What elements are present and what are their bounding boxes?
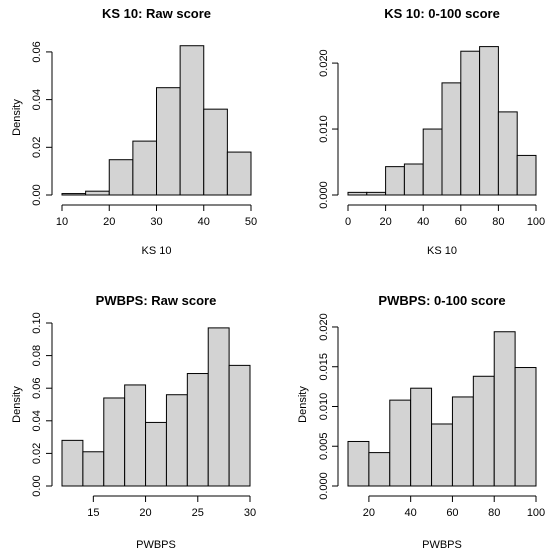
- panel-2-x-tick-label: 100: [527, 216, 545, 228]
- panel-3-y-tick-label: 0.10: [31, 312, 43, 333]
- panel-1-x-tick-label: 30: [150, 216, 162, 228]
- panel-2-bar-9: [497, 111, 518, 196]
- panel-2-bar-8: [479, 46, 499, 196]
- panel-4-y-tick-label: 0.000: [318, 472, 330, 500]
- panel-1-x-tick-label: 40: [198, 216, 210, 228]
- panel-1-y-tick-label: 0.00: [31, 184, 43, 205]
- panel-4-bar-5: [431, 423, 453, 487]
- panel-3-y-tick-label: 0.08: [31, 345, 43, 366]
- panel-3-y-tick-label: 0.00: [31, 475, 43, 496]
- panel-4-bar-4: [410, 387, 433, 487]
- panel-2-title: KS 10: 0-100 score: [384, 6, 500, 21]
- panel-4-bar-2: [368, 452, 391, 487]
- panel-3-x-tick-label: 15: [87, 507, 99, 519]
- panel-3-y-tick-label: 0.06: [31, 377, 43, 398]
- panel-3-bar-5: [145, 421, 167, 487]
- panel-3-x-tick-label: 30: [244, 507, 256, 519]
- panel-1-y-tick-label: 0.04: [31, 89, 43, 110]
- panel-4-x-tick-label: 20: [363, 507, 375, 519]
- panel-4-title: PWBPS: 0-100 score: [378, 293, 505, 308]
- panel-3-x-label: PWBPS: [136, 539, 176, 551]
- panel-4-y-tick-label: 0.005: [318, 432, 330, 460]
- panel-2-y-tick-label: 0.000: [318, 181, 330, 209]
- panel-2-x-tick-label: 0: [345, 216, 351, 228]
- panel-3-bar-8: [207, 327, 230, 487]
- panel-3-bar-1: [61, 439, 84, 487]
- panel-3-bar-9: [228, 364, 251, 487]
- panel-3-y-tick-label: 0.02: [31, 443, 43, 464]
- panel-2-bar-1: [347, 191, 368, 196]
- panel-1-y-tick-label: 0.06: [31, 41, 43, 62]
- panel-4-y-tick-label: 0.020: [318, 313, 330, 341]
- panel-2-x-tick-label: 60: [455, 216, 467, 228]
- panel-2-x-tick-label: 40: [417, 216, 429, 228]
- panel-4-bar-1: [347, 440, 370, 487]
- panel-3-bar-4: [124, 384, 147, 487]
- panel-4-y-label: Density: [297, 386, 309, 423]
- panel-1-y-tick-label: 0.02: [31, 137, 43, 158]
- panel-2-bar-2: [366, 191, 387, 196]
- panel-3-bar-6: [165, 394, 188, 487]
- panel-3-title: PWBPS: Raw score: [96, 293, 217, 308]
- panel-2-x-tick-label: 80: [492, 216, 504, 228]
- panel-3-y-label: Density: [11, 386, 23, 423]
- panel-1-x-tick-label: 10: [56, 216, 68, 228]
- panel-1-bar-8: [226, 151, 252, 196]
- panel-4-bar-6: [451, 396, 474, 487]
- panel-1-bar-2: [85, 190, 110, 196]
- panel-2-y-tick-label: 0.020: [318, 49, 330, 77]
- panel-3-bar-3: [103, 397, 126, 487]
- panel-4-x-tick-label: 60: [446, 507, 458, 519]
- panel-4-bar-8: [493, 331, 516, 487]
- panel-4-x-tick-label: 40: [405, 507, 417, 519]
- panel-4-bar-3: [389, 399, 412, 487]
- panel-1-title: KS 10: Raw score: [102, 6, 211, 21]
- panel-1-bar-6: [179, 45, 205, 196]
- panel-1-bar-5: [156, 87, 181, 196]
- panel-1-x-tick-label: 20: [103, 216, 115, 228]
- panel-1-x-label: KS 10: [142, 245, 172, 257]
- panel-2-bar-3: [385, 166, 405, 196]
- panel-3-y-tick-label: 0.04: [31, 410, 43, 431]
- panel-4-x-tick-label: 80: [488, 507, 500, 519]
- panel-3-bar-7: [186, 373, 209, 487]
- panel-4-y-tick-label: 0.015: [318, 353, 330, 381]
- panel-1-bar-7: [203, 108, 228, 196]
- panel-2-x-label: KS 10: [427, 245, 457, 257]
- panel-2-x-tick-label: 20: [379, 216, 391, 228]
- panel-4-bar-7: [472, 375, 495, 487]
- panel-4-x-tick-label: 100: [527, 507, 545, 519]
- panel-2-bar-4: [403, 163, 424, 196]
- panel-1-bar-4: [132, 140, 157, 196]
- panel-2-bar-5: [422, 128, 443, 196]
- panel-1-bar-1: [61, 193, 87, 196]
- panel-4-x-label: PWBPS: [422, 539, 462, 551]
- panel-2-y-tick-label: 0.010: [318, 115, 330, 143]
- panel-1-x-tick-label: 50: [245, 216, 257, 228]
- panel-2-bar-6: [441, 82, 462, 196]
- panel-4-y-tick-label: 0.010: [318, 393, 330, 421]
- panel-4-bar-9: [514, 367, 537, 487]
- panel-1-bar-3: [108, 159, 134, 196]
- panel-3-x-tick-label: 25: [192, 507, 204, 519]
- panel-2-bar-7: [460, 50, 481, 196]
- panel-1-y-label: Density: [11, 99, 23, 136]
- panel-3-bar-2: [82, 451, 105, 487]
- panel-2-bar-10: [516, 154, 537, 196]
- panel-3-x-tick-label: 20: [139, 507, 151, 519]
